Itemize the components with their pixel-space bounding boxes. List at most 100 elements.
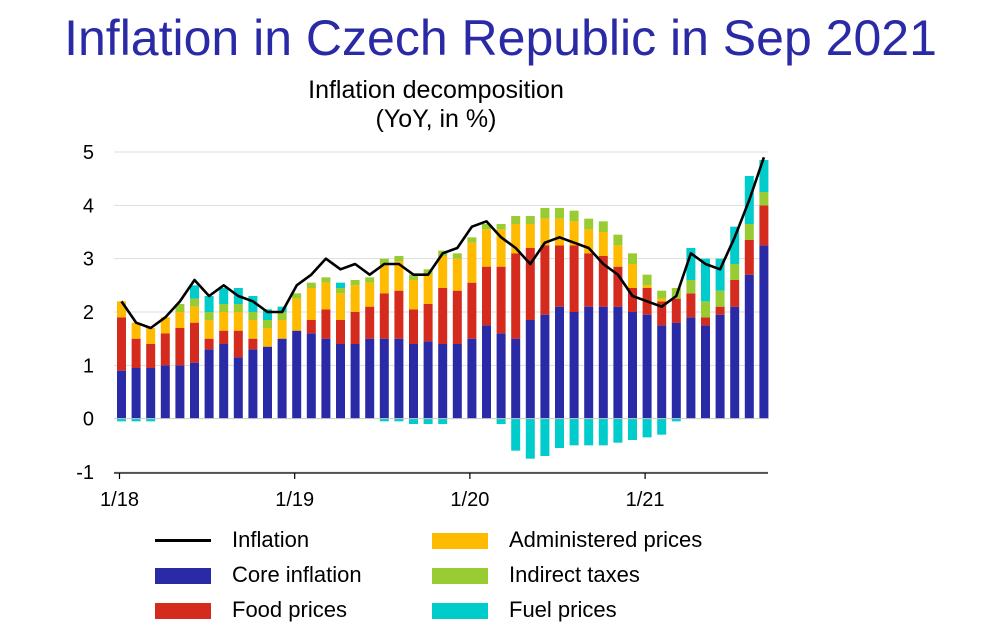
chart-title-line-2: (YoY, in %) <box>375 105 497 133</box>
bar-indirect-taxes-1-20 <box>467 237 477 243</box>
bar-fuel-prices-5-21 <box>701 258 710 302</box>
bar-fuel-prices-9-20 <box>584 418 594 446</box>
bar-food-prices-5-21 <box>701 317 710 326</box>
bar-food-prices-2-18 <box>131 338 141 368</box>
bar-food-prices-3-18 <box>146 344 156 368</box>
bar-fuel-prices-3-20 <box>496 418 506 424</box>
legend-swatch-core <box>155 568 211 584</box>
bar-core-inflation-5-19 <box>350 344 360 419</box>
bar-administered-prices-3-20 <box>496 229 506 267</box>
y-tick-label: 0 <box>83 409 94 431</box>
bar-administered-prices-7-19 <box>379 264 389 294</box>
bar-indirect-taxes-6-19 <box>365 277 375 283</box>
bar-food-prices-5-19 <box>350 312 360 344</box>
bar-core-inflation-12-19 <box>452 344 462 419</box>
bar-fuel-prices-4-20 <box>511 418 521 451</box>
bar-core-inflation-5-18 <box>175 365 185 419</box>
bar-food-prices-8-18 <box>219 330 229 344</box>
legend-label: Indirect taxes <box>509 562 640 587</box>
bar-indirect-taxes-8-18 <box>219 304 229 312</box>
bar-fuel-prices-11-18 <box>263 309 272 320</box>
bar-administered-prices-1-18 <box>117 301 126 318</box>
bar-core-inflation-7-18 <box>204 349 214 419</box>
bar-fuel-prices-5-20 <box>525 418 535 459</box>
legend-swatch-indirect-taxes <box>432 568 488 584</box>
x-tick-label: 1/21 <box>626 489 665 511</box>
bar-indirect-taxes-11-20 <box>613 234 623 246</box>
bar-core-inflation-10-20 <box>598 306 608 419</box>
bar-food-prices-10-20 <box>598 256 608 307</box>
bar-indirect-taxes-7-18 <box>204 312 214 320</box>
bar-core-inflation-2-18 <box>131 368 141 419</box>
bar-core-inflation-7-19 <box>379 338 389 419</box>
bar-core-inflation-11-19 <box>438 344 448 419</box>
bar-indirect-taxes-10-19 <box>423 269 433 275</box>
bar-administered-prices-8-19 <box>394 261 404 291</box>
bar-food-prices-6-20 <box>540 245 550 315</box>
bar-indirect-taxes-9-19 <box>409 274 418 280</box>
bar-administered-prices-11-20 <box>613 245 623 267</box>
bar-core-inflation-9-20 <box>584 306 594 419</box>
bar-core-inflation-5-21 <box>701 325 710 419</box>
bar-core-inflation-2-20 <box>482 325 491 419</box>
bar-indirect-taxes-12-18 <box>277 312 287 320</box>
bar-food-prices-2-21 <box>657 301 667 326</box>
bar-indirect-taxes-7-21 <box>730 264 740 280</box>
bar-administered-prices-9-19 <box>409 280 418 310</box>
y-tick-label: 2 <box>83 302 94 324</box>
bar-core-inflation-6-19 <box>365 338 375 419</box>
bar-indirect-taxes-4-19 <box>336 288 345 294</box>
bar-fuel-prices-10-18 <box>248 296 258 312</box>
bar-core-inflation-1-21 <box>642 314 652 419</box>
bar-food-prices-6-21 <box>715 306 725 315</box>
bar-indirect-taxes-11-18 <box>263 320 272 328</box>
bar-core-inflation-8-20 <box>569 312 579 419</box>
y-tick-label: 4 <box>83 195 94 217</box>
bar-administered-prices-10-18 <box>248 320 258 339</box>
bar-administered-prices-8-18 <box>219 312 229 331</box>
legend-label: Core inflation <box>232 562 362 587</box>
bar-administered-prices-10-20 <box>598 232 608 256</box>
bar-food-prices-5-20 <box>525 248 535 320</box>
bar-indirect-taxes-3-20 <box>496 224 506 230</box>
bar-food-prices-3-21 <box>671 298 681 323</box>
bar-food-prices-1-20 <box>467 282 477 339</box>
legend-swatch-food <box>155 603 211 619</box>
bar-administered-prices-1-21 <box>642 285 652 288</box>
bar-indirect-taxes-12-19 <box>452 253 462 259</box>
bar-administered-prices-8-20 <box>569 221 579 246</box>
bar-administered-prices-5-19 <box>350 285 360 312</box>
bar-fuel-prices-7-19 <box>379 418 389 422</box>
bar-administered-prices-4-18 <box>160 317 170 334</box>
bar-administered-prices-11-19 <box>438 256 448 288</box>
bar-core-inflation-8-19 <box>394 338 404 419</box>
y-tick-label: 1 <box>83 355 94 377</box>
bar-food-prices-8-19 <box>394 290 404 339</box>
legend-swatch-fuel <box>432 603 488 619</box>
axes: -1 0 1 2 3 4 5 1/18 1/19 1/20 1/21 <box>76 142 768 511</box>
bar-administered-prices-2-19 <box>306 288 316 320</box>
bar-indirect-taxes-2-21 <box>657 290 667 299</box>
bar-indirect-taxes-1-19 <box>292 293 302 299</box>
bar-fuel-prices-1-18 <box>117 418 126 422</box>
bar-indirect-taxes-4-21 <box>686 280 696 294</box>
bar-food-prices-7-21 <box>730 280 740 307</box>
bar-food-prices-6-19 <box>365 306 375 339</box>
bar-core-inflation-9-21 <box>759 245 769 419</box>
y-tick-label: 5 <box>83 142 94 164</box>
bar-indirect-taxes-3-19 <box>321 277 331 283</box>
bar-core-inflation-12-20 <box>628 312 637 419</box>
bar-administered-prices-11-18 <box>263 328 272 347</box>
bar-indirect-taxes-2-19 <box>306 282 316 288</box>
bar-administered-prices-5-18 <box>175 312 185 328</box>
bar-core-inflation-6-20 <box>540 314 550 419</box>
bar-food-prices-10-18 <box>248 338 258 350</box>
x-tick-label: 1/18 <box>100 489 139 511</box>
bar-food-prices-8-20 <box>569 245 579 312</box>
bar-fuel-prices-10-20 <box>598 418 608 446</box>
bar-fuel-prices-4-21 <box>686 248 696 280</box>
bar-administered-prices-7-18 <box>204 320 214 339</box>
bar-administered-prices-4-19 <box>336 293 345 320</box>
bar-core-inflation-3-21 <box>671 322 681 419</box>
bar-fuel-prices-6-18 <box>190 285 199 299</box>
